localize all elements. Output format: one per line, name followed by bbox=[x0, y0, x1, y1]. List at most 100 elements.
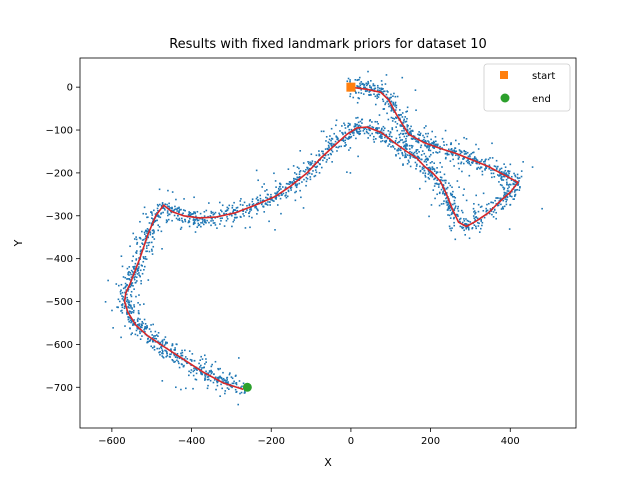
landmark-point bbox=[446, 152, 449, 155]
landmark-point bbox=[141, 242, 143, 245]
landmark-point bbox=[136, 269, 139, 271]
landmark-point bbox=[236, 216, 238, 219]
landmark-point bbox=[204, 221, 207, 224]
landmark-point bbox=[121, 303, 124, 305]
landmark-point bbox=[144, 323, 147, 325]
landmark-point bbox=[151, 253, 154, 255]
landmark-point bbox=[127, 273, 129, 276]
landmark-point bbox=[362, 93, 365, 95]
landmark-point bbox=[275, 193, 277, 195]
landmark-point bbox=[381, 83, 383, 86]
landmark-point bbox=[405, 137, 407, 140]
landmark-point bbox=[371, 88, 373, 91]
landmark-point bbox=[389, 131, 392, 133]
landmark-point bbox=[308, 167, 311, 170]
landmark-point bbox=[512, 183, 515, 186]
landmark-point bbox=[465, 199, 468, 202]
landmark-point bbox=[369, 86, 371, 89]
landmark-point bbox=[287, 183, 289, 185]
landmark-point bbox=[469, 221, 472, 223]
landmark-point bbox=[491, 157, 494, 159]
landmark-point bbox=[307, 161, 309, 163]
landmark-point bbox=[160, 345, 163, 348]
landmark-point bbox=[297, 176, 300, 179]
landmark-point bbox=[502, 199, 505, 202]
landmark-point bbox=[401, 76, 404, 79]
landmark-point bbox=[341, 125, 343, 127]
landmark-point bbox=[369, 119, 371, 121]
landmark-point bbox=[355, 128, 357, 131]
landmark-point bbox=[190, 213, 193, 216]
landmark-point bbox=[176, 210, 178, 212]
landmark-point bbox=[121, 309, 123, 312]
landmark-point bbox=[419, 165, 421, 168]
landmark-point bbox=[422, 172, 424, 174]
landmark-point bbox=[347, 77, 350, 80]
landmark-point bbox=[175, 386, 177, 389]
landmark-point bbox=[157, 229, 160, 232]
landmark-point bbox=[136, 319, 139, 321]
landmark-point bbox=[392, 109, 394, 112]
landmark-point bbox=[153, 231, 155, 234]
landmark-point bbox=[158, 347, 161, 350]
landmark-point bbox=[409, 154, 411, 157]
landmark-point bbox=[124, 325, 126, 327]
landmark-point bbox=[325, 135, 328, 138]
landmark-point bbox=[465, 218, 467, 220]
landmark-point bbox=[130, 305, 132, 308]
landmark-point bbox=[135, 236, 137, 238]
landmark-point bbox=[476, 159, 478, 161]
landmark-point bbox=[145, 213, 147, 215]
landmark-point bbox=[231, 206, 234, 209]
landmark-point bbox=[207, 372, 210, 374]
landmark-point bbox=[125, 289, 128, 291]
landmark-point bbox=[349, 133, 352, 136]
landmark-point bbox=[314, 169, 317, 171]
landmark-point bbox=[391, 120, 394, 122]
landmark-point bbox=[129, 245, 131, 248]
landmark-point bbox=[174, 356, 177, 358]
landmark-point bbox=[137, 328, 139, 330]
landmark-point bbox=[510, 195, 513, 198]
landmark-point bbox=[138, 257, 140, 259]
landmark-point bbox=[203, 215, 206, 217]
landmark-point bbox=[439, 176, 442, 179]
landmark-point bbox=[448, 204, 451, 207]
landmark-point bbox=[204, 220, 206, 222]
landmark-point bbox=[231, 386, 233, 389]
landmark-point bbox=[166, 341, 168, 344]
landmark-point bbox=[390, 110, 393, 112]
landmark-point bbox=[417, 140, 420, 143]
landmark-point bbox=[358, 86, 361, 88]
landmark-point bbox=[389, 96, 392, 99]
landmark-point bbox=[376, 128, 379, 131]
landmark-point bbox=[401, 124, 403, 127]
landmark-point bbox=[368, 120, 371, 122]
landmark-point bbox=[448, 207, 451, 210]
landmark-point bbox=[327, 141, 330, 143]
landmark-point bbox=[322, 159, 324, 162]
landmark-point bbox=[429, 172, 431, 174]
landmark-point bbox=[434, 136, 437, 138]
landmark-point bbox=[349, 80, 351, 83]
landmark-point bbox=[447, 206, 450, 209]
landmark-point bbox=[512, 198, 515, 200]
landmark-point bbox=[165, 221, 168, 224]
landmark-point bbox=[331, 144, 333, 146]
landmark-point bbox=[141, 335, 143, 337]
landmark-point bbox=[308, 172, 311, 175]
landmark-point bbox=[117, 306, 119, 309]
landmark-point bbox=[199, 359, 202, 362]
landmark-point bbox=[457, 205, 460, 208]
landmark-point bbox=[454, 238, 457, 241]
x-axis-label: X bbox=[324, 456, 332, 469]
landmark-point bbox=[466, 151, 469, 154]
landmark-point bbox=[132, 255, 135, 258]
landmark-point bbox=[170, 211, 173, 214]
landmark-point bbox=[274, 192, 276, 194]
landmark-point bbox=[320, 166, 323, 169]
landmark-point bbox=[140, 280, 142, 282]
landmark-point bbox=[439, 179, 442, 181]
landmark-point bbox=[357, 121, 360, 124]
landmark-point bbox=[372, 138, 375, 141]
